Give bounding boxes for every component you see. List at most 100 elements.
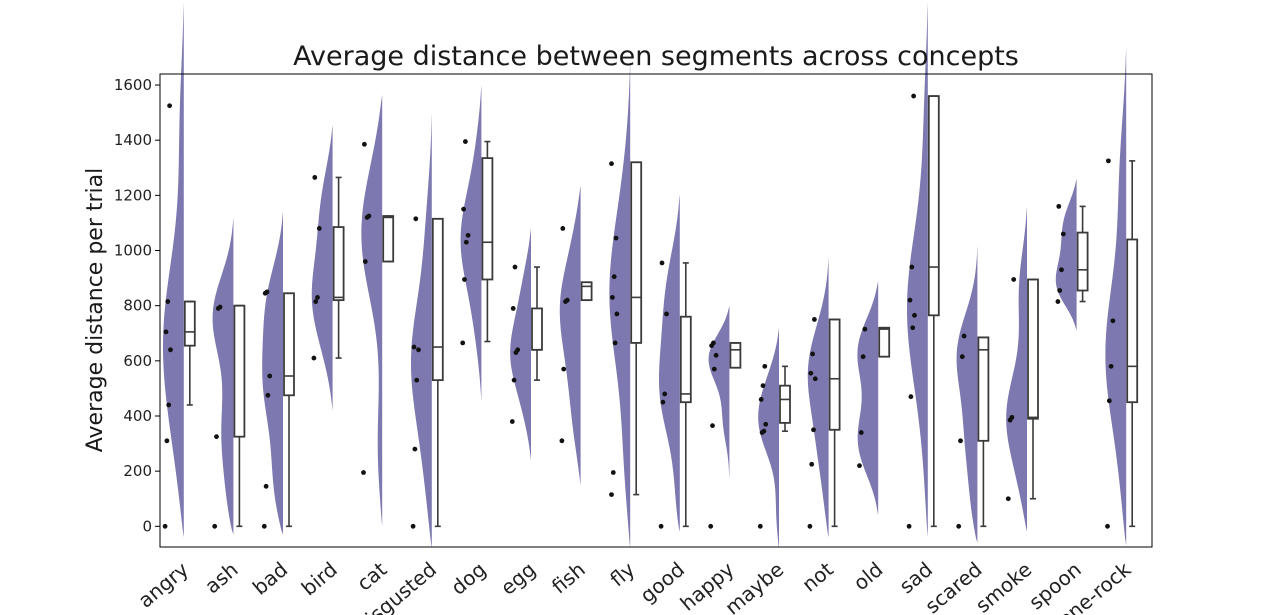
data-point — [911, 93, 916, 99]
data-point — [414, 377, 420, 383]
data-point — [166, 402, 172, 408]
violin-fish — [559, 185, 581, 485]
data-point — [1106, 398, 1112, 404]
data-point — [708, 523, 714, 529]
data-point — [263, 483, 269, 489]
box-sad — [927, 95, 940, 317]
data-point — [315, 295, 320, 300]
violin-disgusted — [410, 112, 432, 549]
violin-not — [807, 257, 829, 538]
data-point — [265, 392, 271, 398]
data-point — [461, 206, 466, 212]
plot-frame — [159, 73, 1153, 548]
violin-stone-rock — [1105, 46, 1127, 546]
y-tick-label: 1200 — [114, 186, 152, 204]
violin-dog — [460, 85, 482, 401]
x-tick-label: not — [797, 557, 838, 597]
data-point — [810, 351, 815, 357]
box-not — [828, 318, 841, 431]
data-point — [659, 260, 665, 266]
x-tick-label: dog — [446, 557, 490, 600]
data-point — [212, 523, 218, 529]
data-point — [614, 311, 620, 317]
box-fish — [580, 281, 593, 302]
data-point — [958, 438, 963, 444]
data-point — [511, 377, 517, 383]
data-point — [611, 274, 617, 280]
data-point — [510, 306, 516, 311]
data-point — [711, 340, 716, 346]
data-point — [316, 226, 322, 231]
box-maybe — [779, 384, 791, 424]
data-point — [410, 523, 416, 529]
data-point — [860, 354, 866, 360]
data-point — [313, 299, 319, 304]
data-point — [163, 329, 169, 335]
box-egg — [531, 307, 543, 351]
y-tick-label: 0 — [142, 517, 152, 535]
data-point — [1110, 318, 1116, 324]
data-point — [559, 438, 565, 444]
data-point — [758, 397, 764, 402]
data-point — [509, 419, 515, 424]
box-disgusted — [431, 217, 444, 382]
data-point — [1059, 267, 1064, 273]
data-point — [1011, 277, 1017, 282]
data-point — [564, 297, 570, 303]
x-tick-label: fish — [547, 557, 590, 598]
violin-sad — [906, 2, 928, 538]
data-point — [609, 492, 614, 497]
data-point — [515, 347, 521, 353]
data-point — [811, 427, 816, 433]
data-point — [610, 470, 616, 475]
box-stone-rock — [1126, 238, 1139, 404]
data-point — [812, 317, 817, 322]
box-good — [679, 315, 692, 404]
data-point — [757, 523, 763, 529]
data-point — [610, 295, 615, 300]
data-point — [1105, 523, 1110, 529]
data-point — [560, 226, 566, 231]
data-point — [462, 277, 467, 282]
y-tick-label: 600 — [123, 352, 152, 370]
data-point — [1056, 203, 1062, 209]
data-point — [214, 434, 219, 440]
data-point — [413, 216, 419, 222]
data-point — [361, 470, 366, 475]
data-point — [261, 523, 267, 529]
data-point — [907, 297, 913, 303]
data-point — [463, 239, 469, 245]
data-point — [1009, 414, 1015, 420]
violin-egg — [510, 228, 531, 461]
data-point — [463, 139, 468, 144]
data-point — [609, 161, 614, 167]
data-point — [165, 299, 171, 304]
x-tick-label: old — [849, 557, 888, 595]
y-tick-label: 1000 — [114, 242, 152, 260]
box-smoke — [1027, 278, 1039, 420]
data-point — [411, 344, 417, 350]
violin-maybe — [758, 327, 779, 549]
violin-smoke — [1006, 206, 1027, 532]
y-tick-label: 400 — [123, 407, 152, 425]
data-point — [1057, 288, 1063, 293]
box-angry — [183, 300, 196, 347]
data-point — [808, 370, 814, 376]
data-point — [807, 523, 813, 529]
x-tick-label: smoke — [971, 557, 1036, 615]
data-point — [164, 438, 170, 444]
violin-happy — [708, 305, 730, 480]
violin-good — [658, 193, 680, 532]
data-point — [168, 347, 173, 353]
data-point — [460, 340, 466, 346]
y-tick-label: 1600 — [114, 76, 152, 94]
data-point — [1055, 299, 1061, 304]
data-point — [162, 523, 168, 529]
violin-angry — [162, 2, 184, 538]
data-point — [959, 354, 965, 360]
data-point — [660, 399, 666, 405]
data-point — [961, 333, 967, 339]
box-dog — [481, 157, 494, 281]
data-point — [267, 373, 273, 379]
data-point — [857, 463, 862, 469]
